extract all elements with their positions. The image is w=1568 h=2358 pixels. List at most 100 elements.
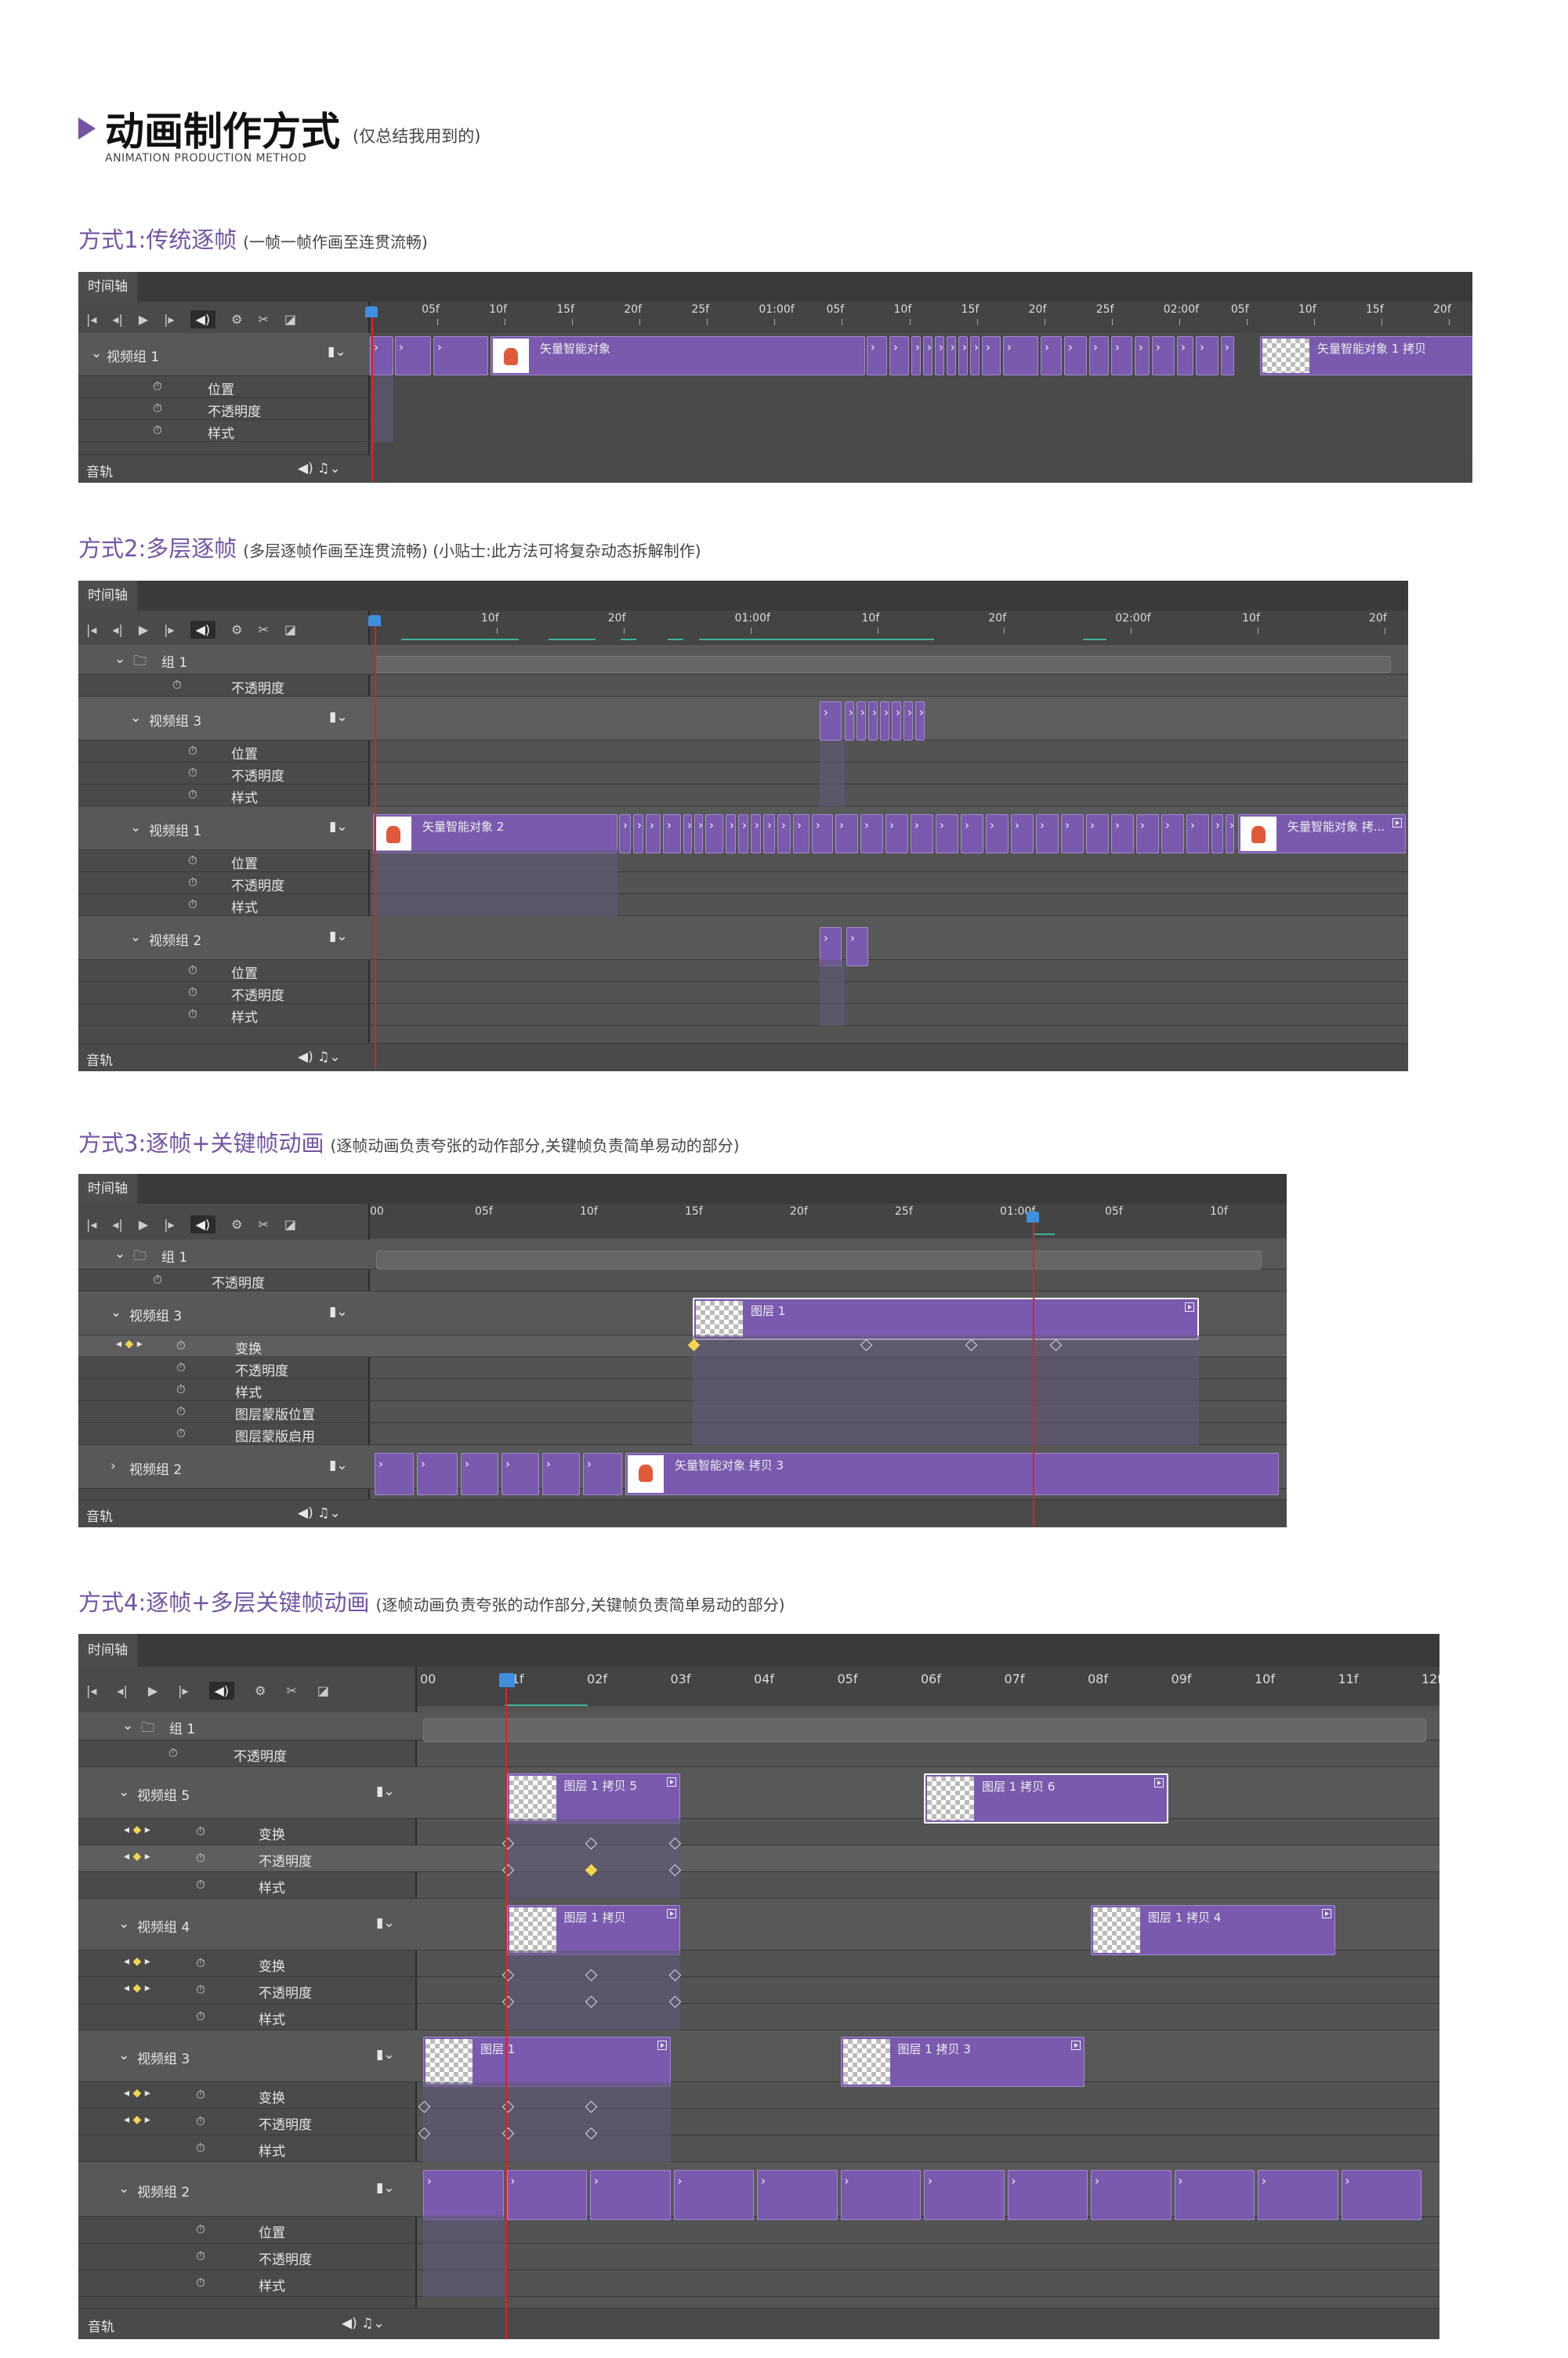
video-clip[interactable]: 图层 1 拷贝	[506, 1905, 680, 1955]
audio-track-row[interactable]: 音轨 ◀) ♫⌄	[78, 1043, 1408, 1071]
video-clip[interactable]: ›	[726, 814, 736, 853]
gear-icon[interactable]: ⚙	[255, 1682, 266, 1698]
property-row[interactable]: ⏱ 位置	[78, 960, 1408, 982]
property-row[interactable]: ⏱ 不透明度	[78, 762, 1408, 784]
property-row[interactable]: ⏱ 不透明度	[78, 1270, 1287, 1291]
video-clip[interactable]: ›	[461, 1453, 498, 1495]
video-clip[interactable]: 矢量智能对象 拷...	[1238, 814, 1406, 853]
stopwatch-icon[interactable]: ⏱	[196, 1851, 205, 1865]
video-group-row[interactable]: ⌄ 视频组 3 ▮⌄	[78, 2030, 1439, 2082]
video-clip[interactable]: ›	[375, 1453, 414, 1495]
video-clip[interactable]: 图层 1 拷贝 5	[506, 1773, 680, 1824]
audio-track-row[interactable]: 音轨 ◀) ♫⌄	[78, 2308, 1439, 2339]
video-clip[interactable]: ›	[646, 814, 661, 853]
video-clip[interactable]: ›	[683, 814, 692, 853]
video-clip[interactable]: ›	[757, 2170, 838, 2220]
video-clip[interactable]: ›	[423, 2170, 504, 2220]
video-clip[interactable]: ›	[663, 814, 681, 853]
video-clip[interactable]: ›	[860, 814, 883, 853]
clip-end-icon[interactable]	[657, 2041, 667, 2050]
time-ruler[interactable]	[417, 1667, 1439, 1706]
speaker-icon[interactable]: ◀) ♫⌄	[342, 2316, 385, 2331]
play-icon[interactable]: ▶	[138, 311, 149, 327]
video-clip[interactable]: ›	[970, 336, 980, 375]
property-row[interactable]: ⏱ 不透明度	[78, 1740, 1439, 1767]
property-row[interactable]: ⏱ ◂ ◆ ▸ 变换	[78, 1819, 1439, 1845]
keyframe-nav-icon[interactable]: ◂ ◆ ▸	[124, 1824, 150, 1836]
video-clip[interactable]: ›	[961, 814, 983, 853]
video-clip[interactable]: 矢量智能对象	[491, 336, 865, 375]
playhead-handle[interactable]	[365, 306, 378, 317]
stopwatch-icon[interactable]: ⏱	[188, 766, 197, 780]
video-clip[interactable]: ›	[867, 336, 887, 375]
property-row[interactable]: ⏱ 不透明度	[78, 872, 1408, 894]
video-clip[interactable]: ›	[633, 814, 643, 853]
scissors-icon[interactable]: ✂	[258, 621, 269, 637]
property-row[interactable]: ⏱ 图层蒙版启用	[78, 1423, 1287, 1445]
video-clip[interactable]: ›	[738, 814, 748, 853]
keyframe-nav-icon[interactable]: ◂ ◆ ▸	[124, 2087, 150, 2099]
stopwatch-icon[interactable]: ⏱	[153, 1273, 162, 1287]
video-clip[interactable]: 图层 1 拷贝 6	[924, 1773, 1168, 1824]
property-row[interactable]: ⏱ 不透明度	[78, 2244, 1439, 2270]
prev-frame-icon[interactable]: ◂|	[112, 621, 123, 637]
video-clip[interactable]: ›	[923, 336, 932, 375]
stopwatch-icon[interactable]: ⏱	[196, 2009, 205, 2023]
stopwatch-icon[interactable]: ⏱	[188, 1007, 197, 1021]
prev-frame-icon[interactable]: ◂|	[112, 311, 123, 327]
property-row[interactable]: ⏱ 位置	[78, 2217, 1439, 2244]
video-clip[interactable]: ›	[1091, 2170, 1171, 2220]
stopwatch-icon[interactable]: ⏱	[176, 1426, 186, 1440]
video-clip[interactable]: ›	[820, 701, 842, 741]
video-clip[interactable]: ›	[889, 336, 909, 375]
video-group-row[interactable]: ⌄ 视频组 5 ▮⌄	[78, 1767, 1439, 1819]
video-group-row[interactable]: ⌄ 视频组 2 ▮⌄	[78, 916, 1408, 960]
group-bar[interactable]	[375, 656, 1391, 673]
speaker-icon[interactable]: ◀) ♫⌄	[298, 1505, 341, 1521]
video-clip[interactable]: ›	[1152, 336, 1175, 375]
stopwatch-icon[interactable]: ⏱	[188, 875, 197, 889]
playhead-line[interactable]	[375, 621, 376, 1068]
video-clip[interactable]: ›	[1011, 814, 1034, 853]
video-clip[interactable]: ›	[433, 336, 488, 375]
film-icon[interactable]: ▮⌄	[376, 2180, 395, 2196]
video-clip[interactable]: ›	[812, 814, 833, 853]
video-clip[interactable]: ›	[1089, 336, 1109, 375]
video-clip[interactable]: ›	[904, 701, 913, 741]
video-clip[interactable]: ›	[763, 814, 775, 853]
timeline-tab[interactable]: 时间轴	[78, 581, 137, 610]
property-row[interactable]: ⏱ 样式	[78, 2004, 1439, 2030]
property-row[interactable]: ⏱ 位置	[78, 741, 1408, 762]
next-frame-icon[interactable]: |▸	[164, 621, 175, 637]
video-clip[interactable]: ›	[1064, 336, 1087, 375]
video-clip[interactable]: 图层 1	[693, 1298, 1199, 1340]
video-clip[interactable]: ›	[947, 336, 956, 375]
video-clip[interactable]: ›	[777, 814, 791, 853]
keyframe-nav-icon[interactable]: ◂ ◆ ▸	[124, 1982, 150, 1994]
clip-end-icon[interactable]	[1071, 2041, 1081, 2050]
video-clip[interactable]: ›	[885, 814, 908, 853]
stopwatch-icon[interactable]: ⏱	[196, 1878, 205, 1892]
property-row[interactable]: ⏱ ◂ ◆ ▸ 不透明度	[78, 2109, 1439, 2135]
next-frame-icon[interactable]: |▸	[164, 1216, 175, 1232]
playhead-handle[interactable]	[498, 1673, 515, 1687]
scissors-icon[interactable]: ✂	[286, 1682, 297, 1698]
stopwatch-icon[interactable]: ⏱	[188, 853, 197, 867]
video-clip[interactable]: ›	[982, 336, 1001, 375]
video-clip[interactable]: ›	[1003, 336, 1038, 375]
video-clip[interactable]: ›	[911, 814, 933, 853]
clip-end-icon[interactable]	[1185, 1302, 1194, 1312]
stopwatch-icon[interactable]: ⏱	[188, 788, 197, 802]
clip-end-icon[interactable]	[666, 1909, 676, 1918]
video-clip[interactable]: ›	[936, 814, 958, 853]
timeline-tab[interactable]: 时间轴	[78, 272, 137, 302]
stopwatch-icon[interactable]: ⏱	[196, 1824, 205, 1838]
video-clip[interactable]: ›	[1341, 2170, 1421, 2220]
clip-end-icon[interactable]	[1153, 1778, 1164, 1788]
property-row[interactable]: ⏱ 不透明度	[78, 982, 1408, 1004]
property-row[interactable]: ⏱ 不透明度	[78, 675, 1408, 697]
video-group-row[interactable]: ⌄ 视频组 3 ▮⌄	[78, 697, 1408, 741]
video-clip[interactable]: ›	[751, 814, 761, 853]
stopwatch-icon[interactable]: ⏱	[196, 2276, 205, 2290]
video-clip[interactable]: ›	[694, 814, 703, 853]
